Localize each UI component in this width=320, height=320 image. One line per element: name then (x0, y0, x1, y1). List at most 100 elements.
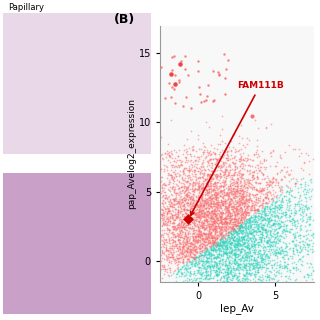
Point (214, 206, 220, 211)
Point (222, 218, 228, 223)
Point (211, 246, 216, 251)
Point (212, 152, 217, 157)
Point (234, 180, 239, 185)
Point (238, 262, 243, 267)
Point (221, 188, 227, 193)
Point (196, 212, 201, 217)
Point (237, 204, 243, 209)
Point (208, 243, 213, 248)
Point (266, 212, 271, 217)
Point (262, 208, 268, 213)
Point (181, 200, 186, 205)
Point (230, 224, 235, 229)
Point (271, 192, 276, 197)
Point (220, 234, 225, 239)
Point (163, 150, 168, 156)
Point (169, 216, 174, 221)
Point (216, 207, 221, 212)
Point (168, 228, 173, 233)
Point (185, 241, 190, 246)
Point (210, 196, 215, 201)
Point (264, 252, 269, 257)
Point (287, 213, 292, 218)
Point (200, 193, 205, 198)
Point (227, 232, 232, 237)
Point (210, 183, 215, 188)
Point (281, 211, 286, 216)
Point (201, 220, 206, 226)
Point (262, 201, 268, 206)
Point (258, 252, 263, 258)
Point (244, 201, 249, 206)
Point (218, 232, 223, 237)
Point (204, 158, 209, 164)
Point (286, 204, 292, 209)
Point (269, 233, 275, 238)
Point (255, 206, 260, 212)
Point (232, 260, 237, 265)
Point (208, 233, 213, 238)
Point (212, 167, 217, 172)
Point (235, 181, 240, 187)
Point (181, 226, 187, 231)
Point (283, 212, 288, 217)
Point (280, 247, 285, 252)
Point (253, 197, 258, 202)
Point (197, 261, 202, 266)
Point (173, 260, 179, 265)
Point (251, 219, 256, 224)
Point (223, 171, 228, 176)
Point (268, 228, 274, 234)
Point (181, 195, 187, 200)
Point (204, 225, 209, 230)
Point (234, 267, 239, 272)
Point (235, 173, 240, 178)
Point (200, 224, 205, 229)
Point (235, 224, 240, 229)
Point (205, 159, 211, 164)
Point (267, 251, 272, 256)
Point (276, 233, 281, 238)
Point (237, 225, 242, 230)
Point (174, 244, 180, 249)
Point (162, 221, 167, 226)
Point (277, 249, 283, 254)
Point (225, 245, 230, 250)
Point (160, 211, 165, 216)
Point (234, 207, 239, 212)
Point (222, 266, 227, 271)
Point (236, 204, 241, 209)
Point (207, 251, 212, 256)
Point (226, 271, 231, 276)
Point (177, 220, 182, 225)
Point (272, 252, 277, 258)
Point (273, 213, 278, 218)
Point (175, 223, 180, 228)
Point (172, 188, 177, 193)
Point (188, 218, 193, 223)
Point (252, 255, 257, 260)
Point (239, 182, 244, 188)
Point (224, 219, 229, 224)
Point (235, 179, 240, 184)
Point (200, 181, 205, 186)
Point (254, 138, 259, 143)
Point (204, 247, 210, 252)
Point (228, 189, 233, 194)
Point (298, 201, 303, 206)
Point (190, 163, 195, 168)
Point (216, 164, 221, 169)
Point (232, 229, 237, 234)
Point (205, 209, 211, 214)
Point (214, 235, 220, 240)
Point (215, 176, 220, 181)
Point (288, 246, 293, 251)
Point (205, 232, 211, 237)
Point (245, 203, 250, 208)
Point (183, 254, 188, 259)
Point (263, 261, 268, 267)
Point (161, 244, 166, 249)
Point (218, 237, 223, 243)
Point (298, 213, 303, 218)
Point (197, 170, 203, 175)
